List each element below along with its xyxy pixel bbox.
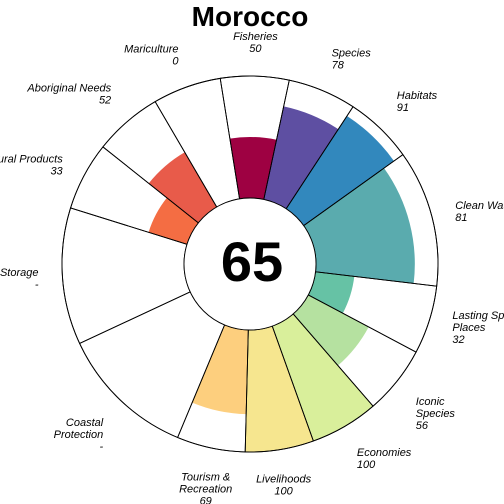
label-value: 32 [452, 334, 464, 346]
petal-lasting-special-places [308, 271, 355, 314]
label-coastal-protection: Coastal Protection - [54, 417, 104, 453]
label-value: 33 [50, 166, 63, 178]
label-value: 69 [200, 495, 212, 504]
center-circle [183, 197, 317, 331]
label-value: 50 [249, 43, 262, 55]
label-text: Mariculture [124, 43, 178, 55]
label-text: Coastal [66, 417, 104, 429]
label-livelihoods: Livelihoods 100 [256, 473, 312, 497]
label-mariculture: Mariculture 0 [124, 43, 179, 67]
label-species: Species 78 [332, 47, 372, 71]
label-economies: Economies 100 [357, 447, 412, 471]
label-clean-waters: Clean Waters81 [455, 200, 504, 224]
petal-habitats [286, 115, 394, 226]
label-text: Iconic [416, 396, 445, 408]
label-text: Fisheries [233, 31, 278, 43]
label-text: Aboriginal Needs [26, 83, 111, 95]
outer-ring [61, 75, 439, 453]
petal-livelihoods [245, 326, 314, 453]
label-text: Economies [357, 447, 412, 459]
label-aboriginal-needs: Aboriginal Needs 52 [26, 83, 111, 107]
petal-species [263, 106, 339, 209]
label-value: 56 [416, 420, 429, 432]
label-value: 100 [357, 459, 376, 471]
overall-score: 65 [221, 230, 283, 293]
label-value: 91 [397, 102, 409, 114]
goal-labels-group: Carbon Storage-Natural Products33Aborigi… [0, 31, 504, 504]
label-tourism-recreation: Tourism & Recreation 69 [179, 471, 232, 504]
label-text: Tourism & [181, 471, 230, 483]
label-text: Livelihoods [256, 473, 312, 485]
label-text: Habitats [397, 90, 438, 102]
label-carbon-storage: Carbon Storage- [0, 267, 39, 291]
label-text: Species [332, 47, 372, 59]
label-value: 78 [332, 59, 345, 71]
label-fisheries: Fisheries 50 [233, 31, 278, 55]
label-lasting-special-places: Lasting SpecialPlaces32 [452, 310, 504, 346]
petal-tourism-recreation [192, 324, 249, 415]
label-value: 81 [455, 212, 467, 224]
petal-aboriginal-needs [148, 152, 217, 223]
label-text: Places [452, 322, 486, 334]
petals-group [148, 106, 415, 453]
label-text: Species [416, 408, 456, 420]
label-text: Carbon Storage [0, 267, 39, 279]
label-text: Clean Waters [455, 200, 504, 212]
label-value: - [35, 279, 39, 291]
label-habitats: Habitats 91 [397, 90, 438, 114]
label-iconic-species: Iconic Species 56 [416, 396, 456, 432]
petal-clean-waters [303, 168, 415, 284]
petal-natural-products [148, 197, 199, 245]
label-text: Protection [54, 429, 104, 441]
chart-title: Morocco [192, 1, 309, 32]
petal-economies [272, 313, 374, 441]
label-value: 100 [274, 485, 293, 497]
petal-iconic-species [293, 294, 369, 366]
label-value: - [100, 441, 104, 453]
label-value: 0 [172, 55, 179, 67]
petal-fisheries [229, 136, 277, 200]
label-text: Natural Products [0, 154, 63, 166]
label-value: 52 [99, 95, 111, 107]
label-text: Recreation [179, 483, 232, 495]
label-text: Lasting Special [452, 310, 504, 322]
petal-outline-coastal-protection [79, 291, 226, 439]
